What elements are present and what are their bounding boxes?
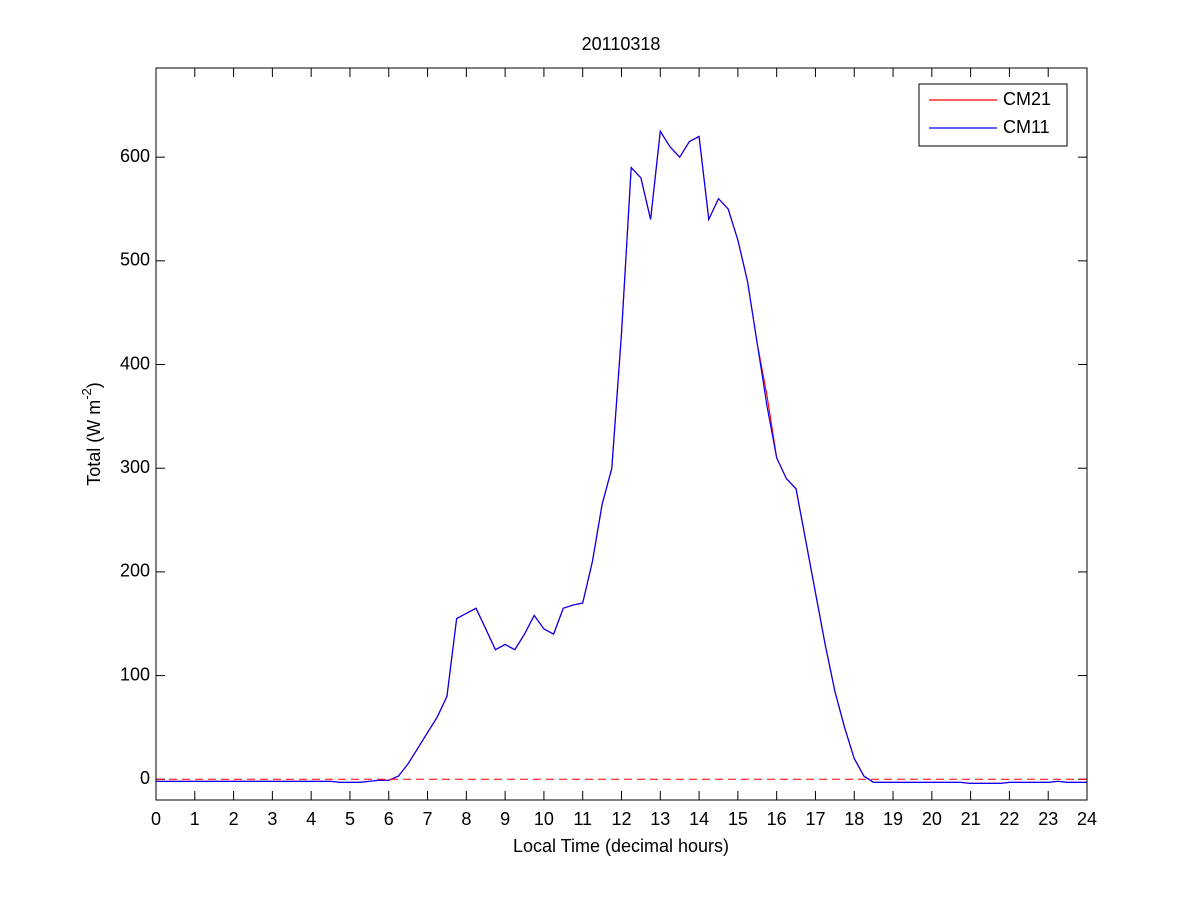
x-tick-label: 0 xyxy=(151,809,161,829)
series-line xyxy=(156,129,1087,785)
axes-frame xyxy=(155,67,1088,801)
x-tick-label: 22 xyxy=(999,809,1019,829)
x-tick-label: 6 xyxy=(384,809,394,829)
y-tick-label: 600 xyxy=(120,146,150,166)
x-tick-label: 4 xyxy=(306,809,316,829)
x-tick-label: 11 xyxy=(573,809,592,829)
y-tick-label: 300 xyxy=(120,457,150,477)
x-tick-label: 5 xyxy=(345,809,355,829)
x-tick-label: 17 xyxy=(805,809,825,829)
x-tick-label: 15 xyxy=(728,809,748,829)
x-tick-label: 9 xyxy=(500,809,510,829)
x-tick-label: 21 xyxy=(961,809,981,829)
y-label-text: Total (W m xyxy=(84,400,104,486)
y-tick-label: 0 xyxy=(140,768,150,788)
x-tick-label: 3 xyxy=(267,809,277,829)
x-tick-label: 7 xyxy=(423,809,433,829)
y-tick-label: 100 xyxy=(120,664,150,684)
y-tick-label: 500 xyxy=(120,250,150,270)
x-tick-label: 10 xyxy=(534,809,554,829)
x-tick-label: 12 xyxy=(611,809,631,829)
legend-box xyxy=(918,83,1068,147)
x-tick-label: 8 xyxy=(461,809,471,829)
legend-label: CM21 xyxy=(1003,89,1051,109)
x-tick-label: 16 xyxy=(767,809,787,829)
x-tick-label: 20 xyxy=(922,809,942,829)
x-tick-label: 14 xyxy=(689,809,709,829)
x-tick-label: 2 xyxy=(229,809,239,829)
x-tick-label: 19 xyxy=(883,809,903,829)
plot-area xyxy=(156,68,1087,800)
x-tick-label: 23 xyxy=(1038,809,1058,829)
x-axis-label: Local Time (decimal hours) xyxy=(513,836,729,856)
y-tick-label: 400 xyxy=(120,353,150,373)
x-tick-label: 1 xyxy=(190,809,200,829)
y-tick-label: 200 xyxy=(120,561,150,581)
x-tick-label: 18 xyxy=(844,809,864,829)
x-tick-label: 24 xyxy=(1077,809,1097,829)
y-axis-label: Total (W m-2) xyxy=(79,382,103,486)
y-label-sup: -2 xyxy=(79,388,94,400)
y-label-suffix: ) xyxy=(84,382,104,388)
chart-title: 20110318 xyxy=(582,34,661,54)
legend-label: CM11 xyxy=(1003,117,1050,137)
x-tick-label: 13 xyxy=(650,809,670,829)
